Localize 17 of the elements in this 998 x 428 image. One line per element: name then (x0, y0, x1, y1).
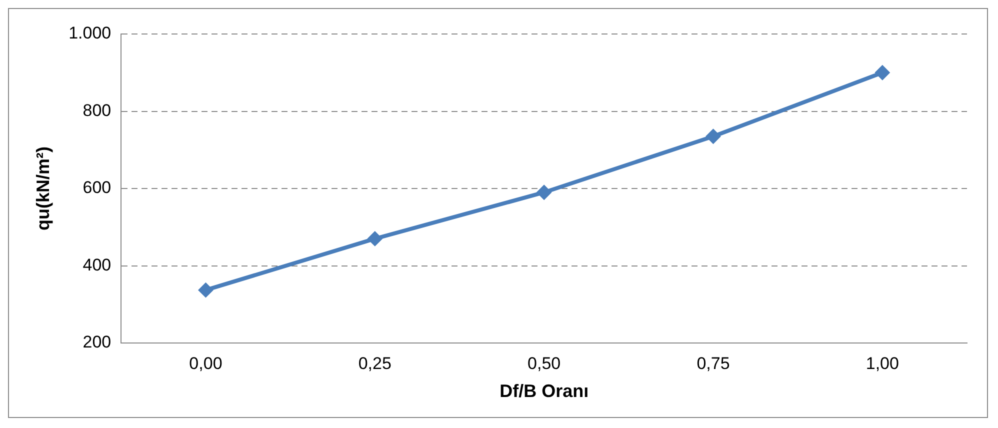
y-tick-label: 600 (82, 178, 112, 198)
y-tick-label: 200 (82, 332, 112, 352)
point (536, 184, 552, 200)
point (198, 282, 214, 298)
point (367, 231, 382, 246)
x-tick-label: 0,50 (528, 354, 561, 373)
x-tick-label: 0,75 (696, 354, 730, 373)
x-tick-label: 1,00 (866, 354, 899, 373)
y-tick-label: 1.000 (68, 24, 112, 43)
y-tick-label: 400 (82, 255, 112, 274)
point (706, 128, 721, 144)
point (874, 65, 890, 80)
y-tick-label: 800 (82, 100, 112, 120)
y-axis-title: qu(kN/m²) (32, 146, 53, 230)
x-tick-label: 0,25 (358, 354, 392, 373)
x-axis-title: Df/B Oranı (500, 381, 589, 402)
x-tick-label: 0,00 (189, 354, 222, 373)
